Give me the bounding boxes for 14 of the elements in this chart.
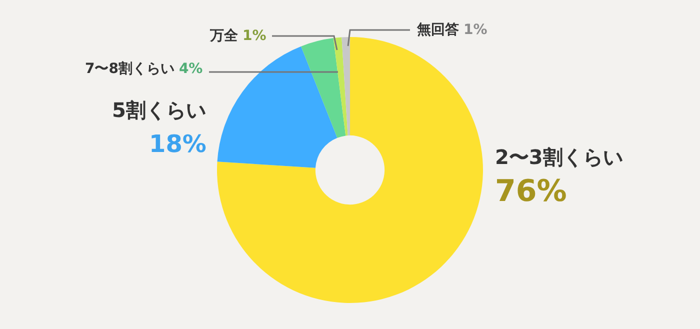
slice-label: 2〜3割くらい [495, 145, 623, 169]
donut-slice [342, 37, 350, 136]
donut-slice [301, 38, 346, 138]
slice-label: 7〜8割くらい [85, 60, 174, 77]
slice-label: 5割くらい [112, 98, 206, 122]
data-label: 18% [149, 130, 206, 158]
donut-slice [217, 46, 338, 168]
data-label: 1% [242, 28, 266, 44]
slice-label: 万全 [209, 28, 239, 44]
donut-slice [333, 37, 348, 136]
slice-label: 無回答 [416, 22, 459, 38]
data-label: 76% [495, 174, 567, 209]
data-label: 1% [463, 22, 488, 38]
data-label: 4% [178, 61, 203, 77]
